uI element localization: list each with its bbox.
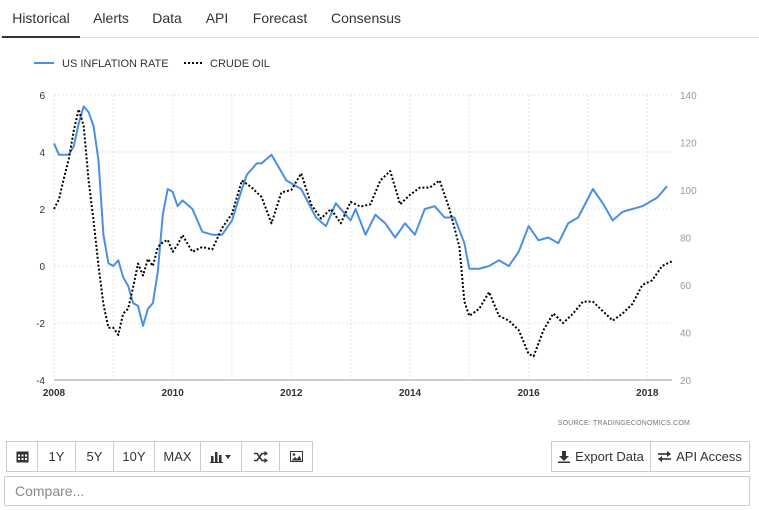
y-left-tick-label: 2 (39, 205, 45, 216)
tab-historical[interactable]: Historical (2, 0, 80, 38)
y-left-tick-label: 4 (39, 148, 45, 159)
range-1y-button[interactable]: 1Y (37, 441, 76, 472)
bar-chart-icon (210, 452, 231, 463)
exchange-icon (658, 451, 672, 462)
calendar-button[interactable] (6, 441, 38, 472)
y-right-tick-label: 60 (680, 281, 692, 292)
x-tick-label: 2014 (399, 388, 422, 399)
image-icon (289, 451, 303, 462)
chart-type-button[interactable] (200, 441, 242, 472)
x-tick-label: 2018 (636, 388, 659, 399)
range-5y-button[interactable]: 5Y (75, 441, 114, 472)
image-button[interactable] (279, 441, 313, 472)
y-right-tick-label: 80 (680, 234, 692, 245)
tab-api[interactable]: API (205, 10, 229, 26)
compare-input[interactable] (4, 476, 750, 506)
series-line-us-inflation-rate (53, 105, 668, 327)
legend-label-us-inflation-rate: US INFLATION RATE (62, 58, 169, 70)
series-line-crude-oil (53, 108, 673, 358)
x-tick-label: 2008 (43, 388, 66, 399)
tab-consensus[interactable]: Consensus (330, 10, 402, 26)
chart-area: 6 4 2 0 -2 -4 140 120 100 80 60 40 20 2008 2010 2012 201… (0, 40, 759, 435)
tab-forecast[interactable]: Forecast (252, 10, 308, 26)
api-access-label: API Access (676, 449, 742, 464)
y-right-tick-label: 120 (680, 139, 697, 150)
y-left-tick-label: -2 (36, 319, 45, 330)
export-data-button[interactable]: Export Data (551, 441, 651, 472)
y-left-tick-label: -4 (36, 376, 45, 387)
y-right-tick-label: 140 (680, 91, 697, 102)
calendar-icon (16, 451, 28, 463)
export-data-label: Export Data (575, 449, 644, 464)
range-10y-button[interactable]: 10Y (113, 441, 155, 472)
tab-alerts[interactable]: Alerts (93, 10, 129, 26)
y-right-tick-label: 100 (680, 186, 697, 197)
api-access-button[interactable]: API Access (650, 441, 750, 472)
legend-label-crude-oil: CRUDE OIL (210, 58, 270, 70)
x-tick-label: 2016 (517, 388, 540, 399)
y-left-tick-label: 0 (39, 262, 45, 273)
y-left-tick-label: 6 (39, 91, 45, 102)
x-tick-label: 2012 (280, 388, 303, 399)
download-icon (558, 450, 571, 463)
range-max-button[interactable]: MAX (154, 441, 201, 472)
y-right-tick-label: 20 (680, 376, 692, 387)
x-tick-label: 2010 (162, 388, 185, 399)
shuffle-button[interactable] (241, 441, 280, 472)
tab-data[interactable]: Data (152, 10, 182, 26)
source-label: SOURCE: TRADINGECONOMICS.COM (557, 420, 690, 427)
tab-bar: Historical Alerts Data API Forecast Cons… (0, 0, 759, 38)
y-right-tick-label: 40 (680, 329, 692, 340)
shuffle-icon (253, 450, 268, 463)
